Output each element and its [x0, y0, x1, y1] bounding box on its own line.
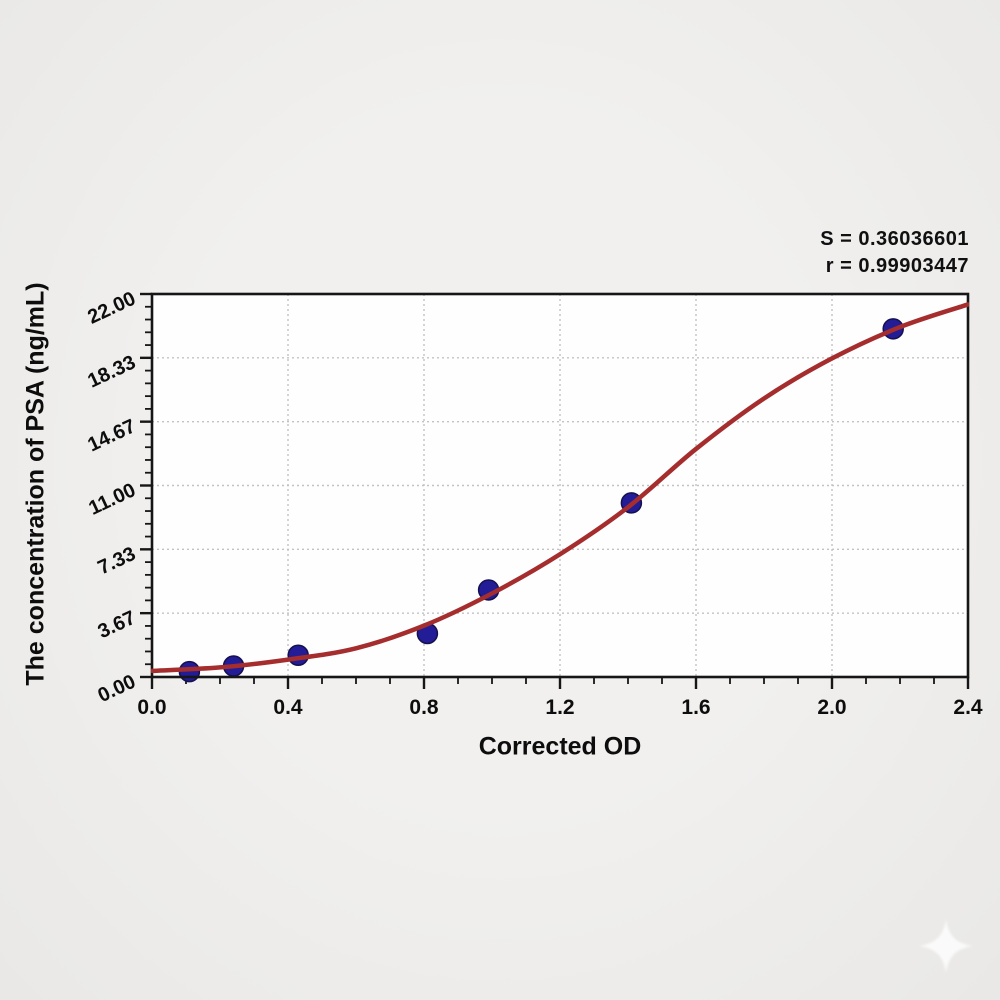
- fit-statistics: S = 0.36036601 r = 0.99903447: [820, 226, 969, 280]
- x-tick-label: 1.6: [681, 696, 710, 719]
- fit-r-value: r = 0.99903447: [825, 255, 969, 277]
- plot-frame: [150, 292, 970, 679]
- y-tick-label: 22.00: [84, 288, 139, 329]
- sparkle-star-icon: [919, 919, 973, 973]
- y-tick-label: 11.00: [85, 479, 139, 520]
- x-tick-label: 1.2: [545, 696, 574, 719]
- x-tick-label: 0.4: [273, 696, 303, 719]
- x-tick-label: 0.8: [409, 696, 439, 719]
- fit-s-value: S = 0.36036601: [820, 228, 969, 250]
- x-tick-label: 2.0: [817, 696, 846, 719]
- x-axis-title: Corrected OD: [478, 732, 642, 761]
- y-tick-label: 7.33: [95, 543, 140, 579]
- y-tick-label: 14.67: [84, 415, 139, 456]
- y-tick-label: 0.00: [95, 671, 140, 707]
- x-tick-label: 2.4: [953, 696, 983, 719]
- fit-curve: [151, 302, 969, 674]
- x-tick-label: 0.0: [137, 696, 166, 719]
- y-tick-label: 3.67: [95, 607, 140, 643]
- y-tick-label: 18.33: [84, 351, 139, 392]
- y-axis-title: The concentration of PSA (ng/mL): [21, 282, 50, 686]
